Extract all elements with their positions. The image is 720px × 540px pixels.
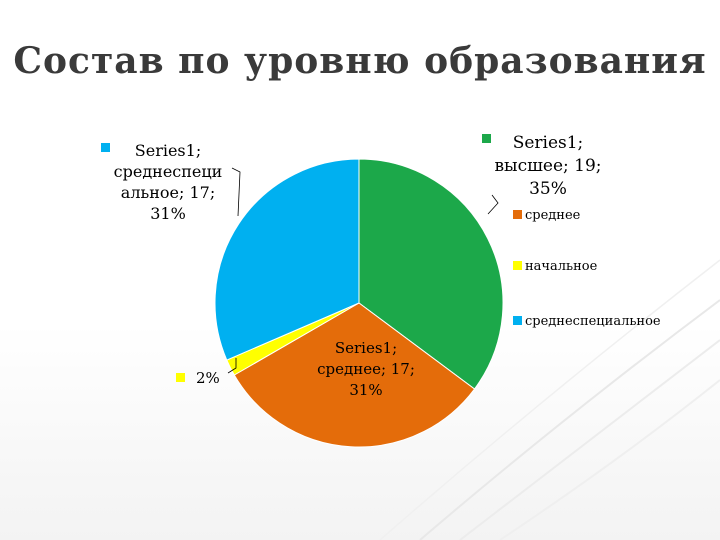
data-label-среднеспециальное: Series1; среднеспеци альное; 17; 31% [114, 141, 223, 223]
slide-title: Состав по уровню образования [13, 40, 707, 82]
data-label-высшее: Series1; высшее; 19; 35% [494, 133, 601, 199]
pie-slices [214, 158, 504, 448]
leader-lines [227, 167, 499, 374]
data-label-среднее: Series1; среднее; 17; 31% [317, 339, 415, 399]
legend-swatch-среднее [513, 210, 522, 219]
data-labels: Series1; высшее; 19; 35% Series1; среднее; 1… [101, 133, 602, 399]
legend-swatch-среднеспециальное [513, 316, 522, 325]
label-marker-начальное [176, 373, 185, 382]
legend-label-начальное: начальное [525, 259, 598, 274]
label-marker-высшее [482, 134, 491, 143]
data-label-начальное: 2% [196, 369, 220, 387]
pie-slice-среднеспециальное [214, 158, 360, 361]
pie-slice-среднее [233, 302, 476, 448]
legend-swatch-начальное [513, 261, 522, 270]
legend-label-среднее: среднее [525, 208, 581, 223]
leader-line [487, 194, 499, 215]
label-marker-среднеспециальное [101, 143, 110, 152]
legend: среднее начальное среднеспециальное [513, 208, 661, 329]
leader-line [231, 167, 241, 217]
legend-label-среднеспециальное: среднеспециальное [525, 314, 661, 329]
leader-line [227, 358, 237, 374]
pie-slice-высшее [358, 158, 504, 390]
